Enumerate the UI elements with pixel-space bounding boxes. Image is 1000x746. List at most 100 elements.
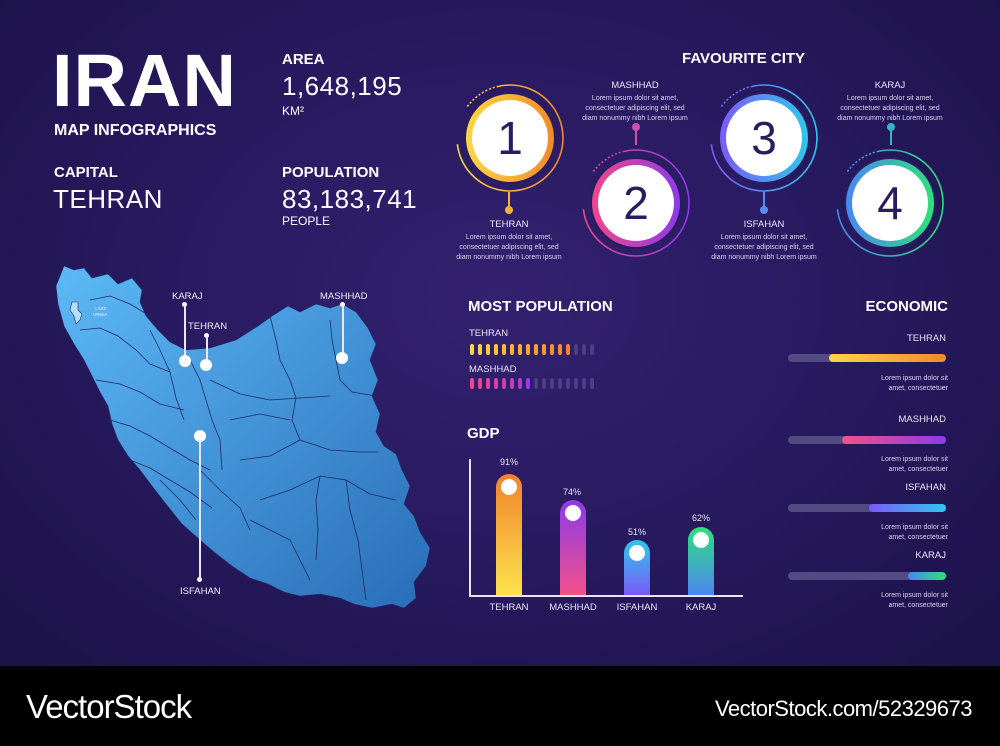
- map-dot-isfahan[interactable]: [194, 430, 206, 442]
- pip-empty: [582, 344, 586, 355]
- rank-1-circle: 1: [472, 100, 548, 176]
- eco-desc-karaj: Lorem ipsum dolor sit amet, consectetuer: [881, 592, 948, 609]
- gdp-dot: [565, 505, 581, 521]
- map-dot-karaj[interactable]: [179, 355, 191, 367]
- eco-fill-karaj: [908, 572, 946, 580]
- connector-3: [763, 192, 765, 208]
- eco-city-mashhad: MASHHAD: [898, 414, 946, 425]
- lake-urmia-shape: [69, 301, 83, 325]
- gdp-title: GDP: [467, 425, 500, 442]
- pip: [518, 344, 522, 355]
- pip: [494, 378, 498, 389]
- map-pin-end-mashhad: [340, 302, 345, 307]
- map-pin-line-karaj: [184, 305, 186, 357]
- city-desc-3: Lorem ipsum dolor sit amet, consectetuer …: [711, 234, 817, 261]
- footer-image-id: VectorStock.com/52329673: [714, 696, 973, 721]
- city-name-2: MASHHAD: [611, 80, 659, 91]
- pip: [486, 378, 490, 389]
- pip: [510, 344, 514, 355]
- connector-dot-1: [505, 206, 513, 214]
- pop-pips-tehran: [470, 344, 594, 355]
- eco-desc-mashhad: Lorem ipsum dolor sit amet, consectetuer: [881, 456, 948, 473]
- map-label-mashhad: MASHHAD: [320, 291, 368, 302]
- pip: [502, 378, 506, 389]
- area-unit: KM²: [282, 104, 304, 118]
- city-name-4: KARAJ: [874, 80, 906, 91]
- connector-dot-3: [760, 206, 768, 214]
- footer-bar: VectorStock VectorStock.com/52329673: [0, 666, 1000, 746]
- eco-city-karaj: KARAJ: [915, 550, 946, 561]
- gdp-bar-mashhad: [560, 500, 586, 595]
- eco-fill-tehran: [829, 354, 946, 362]
- pip: [542, 344, 546, 355]
- gdp-cat-karaj: KARAJ: [685, 602, 717, 613]
- eco-fill-isfahan: [868, 504, 946, 512]
- city-name-1: TEHRAN: [489, 219, 529, 230]
- map-dot-tehran[interactable]: [200, 359, 212, 371]
- map-pin-line-isfahan: [199, 440, 201, 578]
- province-borders: [79, 295, 397, 601]
- pip: [470, 344, 474, 355]
- map-pin-line-mashhad: [342, 305, 344, 355]
- pop-city-mashhad: MASHHAD: [469, 364, 517, 375]
- iran-map: LAKE URMIA: [55, 265, 431, 609]
- city-name-3: ISFAHAN: [743, 219, 785, 230]
- pip-empty: [590, 344, 594, 355]
- pip-empty: [550, 378, 554, 389]
- pip: [558, 344, 562, 355]
- pip-empty: [566, 378, 570, 389]
- gdp-value-tehran: 91%: [499, 457, 518, 467]
- rank-4-circle: 4: [852, 165, 928, 241]
- pip-empty: [590, 378, 594, 389]
- city-desc-4: Lorem ipsum dolor sit amet, consectetuer …: [837, 95, 943, 122]
- map-dot-mashhad[interactable]: [336, 352, 348, 364]
- connector-1: [508, 192, 510, 208]
- pip-empty: [534, 378, 538, 389]
- map-label-isfahan: ISFAHAN: [180, 586, 221, 597]
- map-label-karaj: KARAJ: [172, 291, 203, 302]
- eco-fill-mashhad: [841, 436, 946, 444]
- favourite-city-title: FAVOURITE CITY: [682, 50, 806, 67]
- pip: [478, 378, 482, 389]
- population-label: POPULATION: [282, 164, 380, 181]
- map-pin-end-karaj: [182, 302, 187, 307]
- eco-bar-karaj: [788, 572, 946, 580]
- connector-4: [890, 129, 892, 145]
- connector-2: [635, 129, 637, 145]
- pip: [526, 378, 530, 389]
- gdp-y-axis: [469, 459, 471, 597]
- page-title: IRAN: [52, 39, 237, 122]
- page-subtitle: MAP INFOGRAPHICS: [54, 122, 217, 139]
- economic-title: ECONOMIC: [865, 298, 949, 315]
- footer-brand-logo[interactable]: VectorStock: [26, 688, 192, 725]
- gdp-bar-tehran: [496, 474, 522, 595]
- eco-desc-tehran: Lorem ipsum dolor sit amet, consectetuer: [881, 375, 948, 392]
- pip: [470, 378, 474, 389]
- gdp-bar-karaj: [688, 527, 714, 595]
- pop-city-tehran: TEHRAN: [469, 328, 509, 339]
- pip-empty: [542, 378, 546, 389]
- gdp-dot: [629, 545, 645, 561]
- pip: [526, 344, 530, 355]
- infographic-canvas: IRAN MAP INFOGRAPHICS CAPITAL TEHRAN ARE…: [0, 0, 1000, 666]
- eco-bar-isfahan: [788, 504, 946, 512]
- capital-value: TEHRAN: [53, 184, 163, 214]
- pip: [534, 344, 538, 355]
- map-pin-end-isfahan: [197, 577, 202, 582]
- pip: [478, 344, 482, 355]
- map-label-tehran: TEHRAN: [188, 321, 228, 332]
- svg-text:URMIA: URMIA: [93, 312, 108, 317]
- rank-2-circle: 2: [598, 165, 674, 241]
- eco-bar-tehran: [788, 354, 946, 362]
- population-value: 83,183,741: [282, 184, 418, 214]
- gdp-value-mashhad: 74%: [562, 487, 581, 497]
- pip-empty: [574, 378, 578, 389]
- city-desc-1: Lorem ipsum dolor sit amet, consectetuer …: [456, 234, 562, 261]
- gdp-value-karaj: 62%: [691, 513, 710, 523]
- eco-bar-mashhad: [788, 436, 946, 444]
- map-pin-line-tehran: [206, 336, 208, 362]
- pip: [550, 344, 554, 355]
- population-unit: PEOPLE: [282, 214, 331, 228]
- pip-empty: [582, 378, 586, 389]
- gdp-cat-isfahan: ISFAHAN: [616, 602, 658, 613]
